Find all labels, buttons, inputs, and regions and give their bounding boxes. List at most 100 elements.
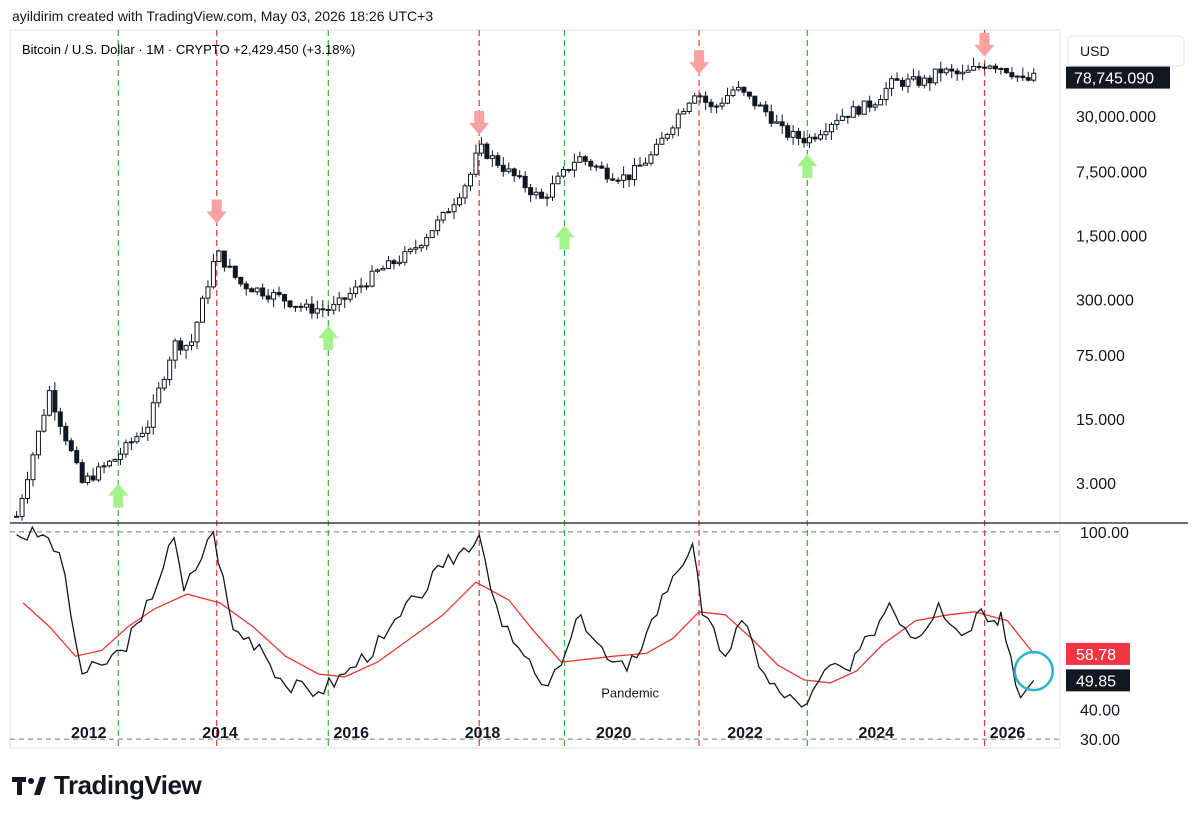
candle-body	[123, 442, 129, 455]
footer-logo[interactable]: TradingView	[12, 770, 202, 801]
candle-body	[139, 432, 145, 438]
candle-body	[254, 287, 260, 293]
candle-body	[342, 297, 348, 300]
candle-body	[68, 440, 74, 452]
candle-body	[265, 295, 271, 300]
candle-body	[451, 204, 457, 213]
candle-body	[500, 164, 506, 172]
candle-body	[987, 65, 993, 69]
candle-body	[1003, 67, 1009, 74]
price-axis[interactable]: 150,000.00030,000.0007,500.0001,500.0003…	[1066, 45, 1170, 493]
chart-credit: ayildirim created with TradingView.com, …	[12, 8, 434, 24]
currency-button[interactable]: USD	[1067, 35, 1185, 67]
rsi-value: 49.85	[1076, 673, 1116, 690]
candle-body	[282, 294, 288, 302]
candle-body	[686, 102, 692, 113]
candle-body	[46, 390, 52, 416]
time-tick-label: 2022	[727, 725, 763, 742]
arrow-down-icon	[974, 32, 995, 57]
candle-body	[156, 387, 162, 404]
candle-body	[90, 475, 96, 481]
tradingview-logo-icon	[12, 776, 46, 795]
candle-body	[571, 161, 577, 171]
candle-body	[998, 67, 1004, 70]
candle-body	[385, 260, 391, 269]
candle-body	[57, 411, 63, 427]
candle-body	[446, 211, 452, 214]
candle-body	[292, 305, 298, 308]
candle-body	[954, 70, 960, 75]
candle-body	[550, 183, 555, 198]
candle-body	[298, 305, 304, 308]
candle-body	[735, 86, 741, 91]
price-tick-label: 15.000	[1076, 412, 1125, 429]
candle-body	[768, 111, 774, 124]
candle-body	[287, 300, 293, 308]
candle-body	[506, 168, 512, 172]
candle-body	[577, 156, 583, 163]
candle-body	[785, 125, 791, 138]
last-price-badge	[1066, 66, 1170, 89]
candle-body	[489, 155, 495, 159]
candle-body	[867, 100, 873, 108]
candle-body	[473, 152, 479, 175]
candle-body	[528, 187, 534, 196]
candle-body	[883, 87, 889, 101]
candle-body	[331, 303, 337, 311]
candle-body	[96, 466, 102, 481]
candle-body	[243, 283, 249, 290]
time-tick-label: 2024	[858, 725, 894, 742]
arrow-up-icon	[797, 154, 818, 179]
candle-body	[992, 65, 998, 70]
candle-body	[659, 137, 665, 145]
candle-body	[375, 269, 380, 272]
candle-body	[435, 219, 441, 232]
candle-body	[834, 119, 840, 125]
candle-body	[495, 155, 501, 166]
rsi-value-badge	[1066, 669, 1130, 692]
candle-body	[107, 460, 113, 467]
candle-body	[779, 121, 785, 127]
candle-body	[839, 115, 845, 121]
rsi-axis-tick: 40.00	[1080, 703, 1120, 720]
price-tick-label: 30,000.000	[1076, 109, 1156, 126]
candle-body	[216, 250, 222, 263]
candle-body	[900, 79, 905, 87]
candle-body	[588, 160, 594, 167]
arrow-down-icon	[469, 110, 490, 135]
time-tick-label: 2026	[990, 725, 1026, 742]
candle-body	[369, 270, 375, 287]
symbol-line: Bitcoin / U.S. Dollar · 1M · CRYPTO +2,4…	[22, 42, 355, 57]
candle-body	[424, 237, 430, 247]
time-axis[interactable]: 2012 2014 2016 2018 2020 2022 2024 2026	[71, 725, 1025, 742]
candle-body	[582, 156, 588, 162]
candle-body	[555, 175, 561, 185]
candle-body	[725, 95, 730, 104]
rsi-line	[16, 525, 1035, 708]
rsi-panel[interactable]: 100.00 30.00 40.00 Pandemic 58.78 49.85	[10, 525, 1130, 749]
highlight-circle	[1013, 650, 1054, 692]
price-candles[interactable]	[14, 57, 1037, 521]
candle-body	[25, 479, 30, 499]
candle-body	[889, 78, 895, 89]
candle-body	[615, 179, 621, 182]
candle-body	[971, 65, 977, 71]
candle-body	[429, 230, 435, 239]
candle-body	[539, 191, 545, 199]
candle-body	[894, 78, 900, 81]
candle-body	[960, 71, 966, 75]
candle-body	[358, 285, 364, 288]
candle-body	[249, 288, 255, 293]
candle-body	[648, 154, 654, 164]
candle-body	[364, 285, 370, 288]
candle-body	[271, 291, 277, 300]
candle-body	[593, 165, 599, 168]
candle-body	[916, 76, 922, 86]
candle-body	[599, 165, 605, 169]
candle-body	[850, 106, 856, 118]
candle-body	[757, 104, 763, 107]
candle-body	[35, 430, 41, 456]
candle-body	[238, 276, 244, 285]
price-tick-label: 1,500.000	[1076, 228, 1147, 245]
